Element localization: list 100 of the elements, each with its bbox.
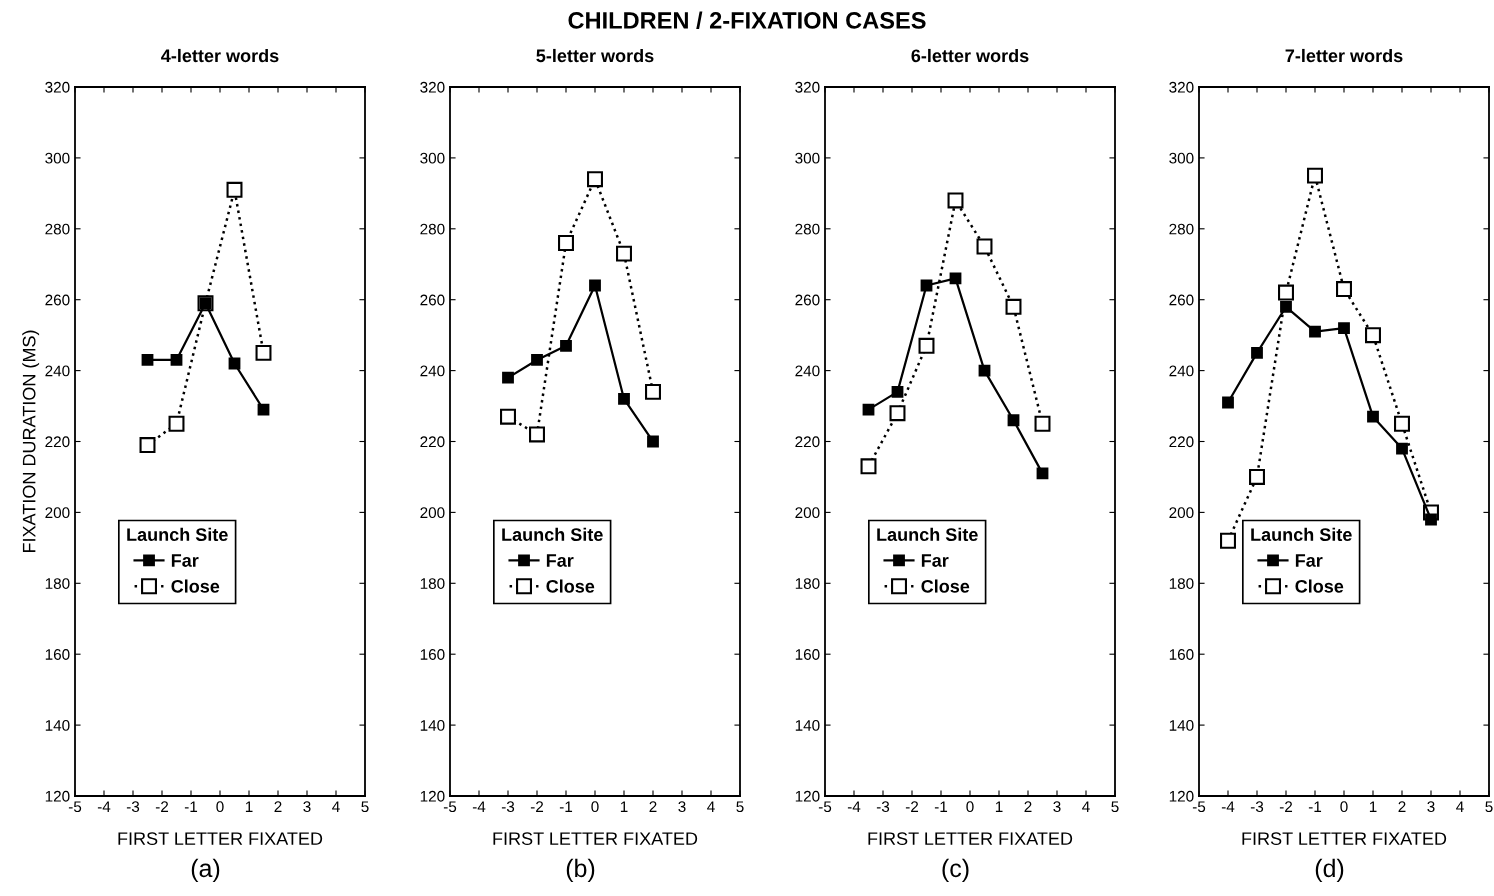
y-tick-label: 180 xyxy=(420,578,445,589)
x-tick-label: -2 xyxy=(530,801,544,812)
legend-label: Close xyxy=(171,579,220,593)
text: (c) xyxy=(942,858,969,883)
y-tick-label: 260 xyxy=(45,294,70,306)
x-tick-label: 4 xyxy=(707,801,715,812)
y-tick-label: 260 xyxy=(420,294,445,306)
y-tick-label: 200 xyxy=(795,507,820,519)
x-tick-label: -5 xyxy=(1192,801,1206,813)
y-tick-label: 120 xyxy=(45,790,70,802)
y-tick-label: 120 xyxy=(420,790,445,802)
x-tick-label: 0 xyxy=(966,801,974,813)
legend-label: Close xyxy=(1295,579,1344,593)
text: CHILDREN / 2-FIXATION CASES xyxy=(568,11,926,29)
text: (d) xyxy=(1315,858,1344,883)
x-tick-label: -3 xyxy=(1250,801,1264,813)
y-tick-label: 160 xyxy=(420,649,445,660)
text: (b) xyxy=(566,858,595,883)
legend-label: Far xyxy=(1295,554,1323,567)
legend-title: Launch Site xyxy=(877,527,978,542)
x-tick-label: -1 xyxy=(184,801,198,812)
x-tick-label: -5 xyxy=(443,801,457,813)
y-tick-label: 220 xyxy=(45,436,70,448)
text: (a) xyxy=(191,858,220,883)
y-tick-label: 240 xyxy=(1169,365,1194,377)
x-axis-title: FIRST LETTER FIXATED xyxy=(1242,832,1447,846)
chart-title: 4-letter words xyxy=(161,48,279,63)
x-tick-label: 0 xyxy=(1340,801,1348,813)
chart-title: 5-letter words xyxy=(536,48,654,63)
x-tick-label: -2 xyxy=(1279,801,1293,812)
y-tick-label: 160 xyxy=(45,649,70,660)
y-tick-label: 320 xyxy=(45,81,70,93)
x-tick-label: 1 xyxy=(245,801,253,812)
x-axis-title: FIRST LETTER FIXATED xyxy=(118,832,323,846)
y-tick-label: 300 xyxy=(420,152,445,164)
legend-label: Close xyxy=(921,579,970,593)
x-tick-label: -5 xyxy=(818,801,832,813)
x-tick-label: -5 xyxy=(68,801,82,813)
y-tick-label: 260 xyxy=(1169,294,1194,306)
x-tick-label: 3 xyxy=(678,801,686,813)
x-tick-label: 5 xyxy=(1485,801,1493,813)
x-tick-label: -4 xyxy=(847,801,861,812)
y-tick-label: 140 xyxy=(420,719,445,731)
y-tick-label: 280 xyxy=(420,223,445,235)
x-tick-label: -3 xyxy=(501,801,515,813)
chart-title: 6-letter words xyxy=(911,48,1029,63)
y-tick-label: 240 xyxy=(420,365,445,377)
x-tick-label: 3 xyxy=(303,801,311,813)
y-tick-label: 160 xyxy=(795,649,820,660)
x-tick-label: -1 xyxy=(934,801,948,812)
legend-title: Launch Site xyxy=(1251,527,1352,542)
y-tick-label: 240 xyxy=(45,365,70,377)
x-tick-label: -1 xyxy=(1308,801,1322,812)
x-tick-label: 0 xyxy=(216,801,224,813)
y-tick-label: 180 xyxy=(1169,578,1194,589)
y-tick-label: 220 xyxy=(1169,436,1194,448)
legend-label: Far xyxy=(171,554,199,567)
x-tick-label: 1 xyxy=(620,801,628,812)
x-tick-label: 5 xyxy=(1111,801,1119,813)
legend-label: Far xyxy=(546,554,574,567)
y-tick-label: 140 xyxy=(795,719,820,731)
y-tick-label: 300 xyxy=(45,152,70,164)
y-tick-label: 140 xyxy=(45,719,70,731)
y-tick-label: 320 xyxy=(795,81,820,93)
chart-title: 7-letter words xyxy=(1285,48,1403,63)
y-tick-label: 160 xyxy=(1169,649,1194,660)
x-tick-label: -2 xyxy=(905,801,919,812)
y-tick-label: 320 xyxy=(1169,81,1194,93)
x-tick-label: 4 xyxy=(332,801,340,812)
y-tick-label: 180 xyxy=(795,578,820,589)
y-tick-label: 280 xyxy=(795,223,820,235)
y-tick-label: 280 xyxy=(45,223,70,235)
y-tick-label: 320 xyxy=(420,81,445,93)
x-tick-label: -2 xyxy=(155,801,169,812)
y-tick-label: 200 xyxy=(45,507,70,519)
y-axis-title: FIXATION DURATION (MS) xyxy=(22,330,40,553)
x-tick-label: 3 xyxy=(1427,801,1435,813)
x-tick-label: 0 xyxy=(591,801,599,813)
y-tick-label: 200 xyxy=(420,507,445,519)
x-axis-title: FIRST LETTER FIXATED xyxy=(868,832,1073,846)
x-tick-label: 4 xyxy=(1456,801,1464,812)
x-tick-label: -4 xyxy=(97,801,111,812)
x-tick-label: 3 xyxy=(1053,801,1061,813)
y-tick-label: 300 xyxy=(795,152,820,164)
x-tick-label: 4 xyxy=(1082,801,1090,812)
x-tick-label: 5 xyxy=(361,801,369,813)
y-tick-label: 120 xyxy=(1169,790,1194,802)
legend-title: Launch Site xyxy=(127,527,228,542)
legend-label: Close xyxy=(546,579,595,593)
y-tick-label: 300 xyxy=(1169,152,1194,164)
x-tick-label: -1 xyxy=(559,801,573,812)
x-tick-label: -3 xyxy=(876,801,890,813)
y-tick-label: 200 xyxy=(1169,507,1194,519)
y-tick-label: 220 xyxy=(420,436,445,448)
legend-title: Launch Site xyxy=(502,527,603,542)
y-tick-label: 260 xyxy=(795,294,820,306)
x-tick-label: -4 xyxy=(1221,801,1235,812)
y-tick-label: 240 xyxy=(795,365,820,377)
y-tick-label: 140 xyxy=(1169,719,1194,731)
x-tick-label: -3 xyxy=(126,801,140,813)
